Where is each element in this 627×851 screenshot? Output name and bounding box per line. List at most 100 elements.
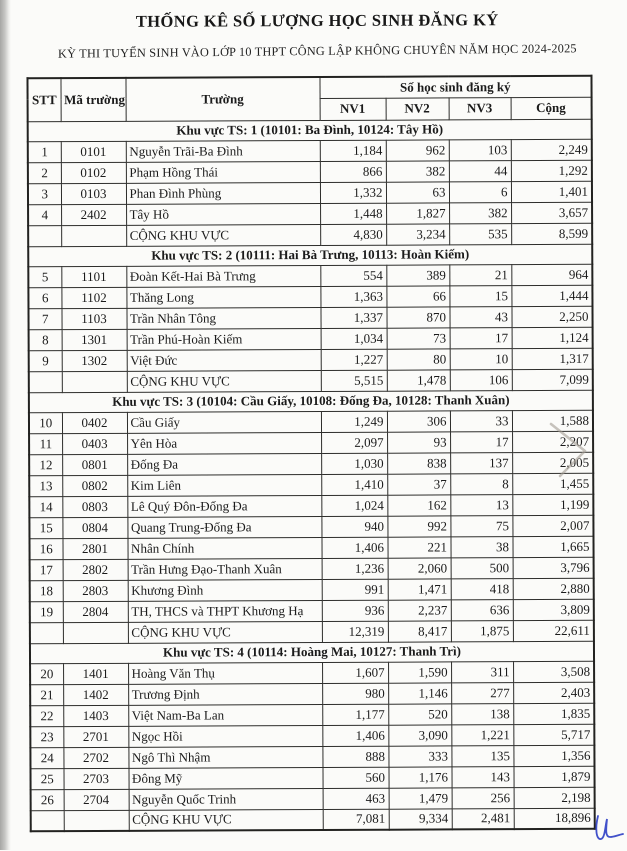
region-total-row: CỘNG KHU VỰC 12,319 8,417 1,875 22,611: [29, 619, 594, 644]
row-nv2: 63: [385, 181, 450, 203]
row-school-name: Việt Đức: [126, 348, 321, 371]
row-total: 5,717: [513, 723, 595, 746]
total-sum: 18,896: [513, 807, 595, 830]
row-school-code: 2402: [61, 203, 127, 226]
table-row: 5 1101 Đoàn Kết-Hai Bà Trưng 554 389 21 964: [28, 263, 593, 288]
total-nv2: 1,478: [386, 369, 450, 391]
header-school-name: Trường: [125, 76, 320, 121]
row-school-code: 2801: [62, 537, 128, 560]
page-subtitle: KỲ THI TUYỂN SINH VÀO LỚP 10 THPT CÔNG L…: [57, 41, 577, 61]
total-code-empty: [63, 809, 129, 832]
table-row: 2 0102 Phạm Hồng Thái 866 382 44 1,292: [27, 159, 592, 184]
row-nv1: 1,024: [321, 494, 388, 516]
row-school-code: 2704: [63, 788, 129, 811]
table-row: 3 0103 Phan Đình Phùng 1,332 63 6 1,401: [27, 180, 593, 205]
row-nv1: 1,034: [320, 327, 387, 349]
row-nv3: 311: [451, 661, 514, 683]
total-nv1: 7,081: [322, 808, 389, 830]
row-nv2: 162: [387, 494, 451, 516]
row-stt: 7: [28, 308, 62, 330]
row-school-code: 1401: [63, 662, 129, 685]
table-row: 18 2803 Khương Đình 991 1,471 418 2,880: [29, 577, 594, 602]
row-nv3: 277: [451, 682, 514, 704]
row-school-code: 2804: [62, 600, 128, 623]
row-total: 1,317: [511, 347, 593, 370]
row-nv3: 13: [450, 494, 513, 516]
row-total: 1,199: [512, 493, 594, 516]
row-total: 2,403: [513, 681, 595, 704]
row-school-name: Hoàng Văn Thụ: [128, 661, 323, 684]
row-school-code: 2803: [62, 579, 128, 602]
total-nv1: 4,830: [320, 223, 387, 245]
header-nv1: NV1: [319, 97, 386, 120]
row-nv2: 3,090: [388, 724, 452, 746]
row-school-name: Nguyễn Trãi-Ba Đình: [125, 139, 320, 162]
row-school-name: Đông Mỹ: [128, 766, 323, 789]
row-total: 2,249: [510, 138, 592, 161]
row-nv2: 2,060: [387, 557, 451, 579]
total-stt-empty: [30, 810, 64, 832]
row-nv3: 6: [448, 181, 512, 203]
row-school-code: 0103: [60, 182, 127, 205]
region-total-row: CỘNG KHU VỰC 7,081 9,334 2,481 18,896: [30, 807, 595, 832]
total-code-empty: [61, 370, 127, 393]
row-school-name: Ngô Thì Nhậm: [128, 745, 323, 768]
row-nv1: 991: [321, 578, 388, 600]
row-stt: 25: [30, 768, 64, 790]
row-school-name: Cầu Giấy: [126, 410, 322, 433]
row-school-code: 0803: [62, 495, 128, 518]
row-nv2: 66: [386, 285, 450, 307]
row-nv1: 560: [322, 766, 389, 788]
row-stt: 16: [29, 538, 63, 560]
row-total: 1,356: [513, 744, 595, 767]
section-header-row: Khu vực TS: 1 (10101: Ba Đình, 10124: Tâ…: [27, 118, 592, 142]
table-row: 14 0803 Lê Quý Đôn-Đống Đa 1,024 162 13 1,199: [29, 493, 594, 518]
row-school-code: 1101: [61, 265, 127, 288]
row-nv1: 936: [321, 599, 388, 621]
section-title: Khu vực TS: 2 (10111: Hai Bà Trưng, 1011…: [28, 243, 593, 267]
row-nv2: 221: [387, 536, 451, 558]
row-nv2: 306: [386, 410, 451, 432]
row-school-name: Thăng Long: [126, 285, 321, 308]
row-stt: 4: [28, 204, 62, 226]
row-nv3: 382: [449, 202, 512, 224]
row-school-name: Nhân Chính: [127, 536, 322, 559]
row-total: 1,588: [511, 409, 594, 432]
row-nv3: 500: [450, 557, 513, 579]
row-nv3: 15: [449, 285, 512, 307]
row-school-name: Nguyễn Quốc Trinh: [128, 787, 323, 810]
table-row: 16 2801 Nhân Chính 1,406 221 38 1,665: [29, 535, 594, 560]
total-nv3: 1,875: [450, 620, 513, 642]
row-stt: 8: [28, 329, 62, 351]
row-school-code: 1103: [61, 307, 127, 330]
row-stt: 1: [27, 141, 61, 163]
row-total: 1,401: [510, 180, 593, 203]
row-school-name: Quang Trung-Đống Đa: [127, 515, 322, 538]
row-stt: 17: [29, 559, 63, 581]
table-row: 23 2701 Ngọc Hồi 1,406 3,090 1,221 5,717: [30, 723, 595, 748]
row-school-name: Trương Định: [128, 682, 323, 705]
table-row: 15 0804 Quang Trung-Đống Đa 940 992 75 2,007: [29, 514, 594, 539]
region-total-row: CỘNG KHU VỰC 4,830 3,234 535 8,599: [28, 222, 593, 247]
registration-table: STT Mã trường Trường Số học sinh đăng ký…: [26, 74, 596, 833]
row-nv1: 1,249: [320, 410, 388, 432]
row-nv3: 135: [451, 745, 514, 767]
header-nv2: NV2: [385, 97, 449, 120]
row-total: 3,796: [512, 556, 594, 579]
region-total-row: CỘNG KHU VỰC 5,515 1,478 106 7,099: [28, 368, 593, 393]
row-nv1: 554: [320, 264, 387, 286]
row-nv1: 1,030: [321, 452, 388, 474]
row-nv3: 418: [450, 578, 513, 600]
row-nv2: 37: [387, 473, 451, 495]
row-stt: 12: [29, 454, 63, 476]
total-sum: 8,599: [511, 222, 593, 245]
row-school-code: 0804: [62, 516, 128, 539]
row-school-name: Tây Hồ: [126, 202, 321, 225]
row-nv1: 940: [321, 515, 388, 537]
row-stt: 6: [28, 287, 62, 309]
row-nv3: 1,221: [451, 724, 514, 746]
row-nv2: 838: [387, 452, 451, 474]
row-total: 964: [511, 263, 593, 286]
row-total: 1,124: [511, 326, 593, 349]
row-total: 1,879: [513, 765, 595, 788]
